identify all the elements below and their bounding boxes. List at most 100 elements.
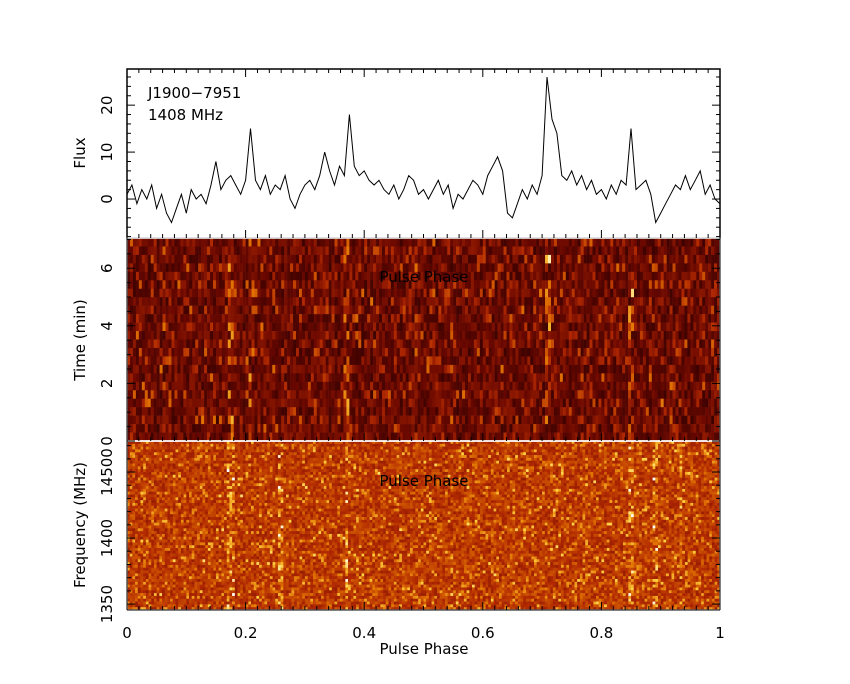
heatmap-cell	[257, 271, 261, 281]
heatmap-cell	[180, 347, 184, 357]
heatmap-cell	[556, 271, 561, 281]
heatmap-cell	[221, 280, 226, 290]
heatmap-cell	[417, 407, 421, 416]
heatmap-cell	[583, 347, 587, 357]
heatmap-cell	[138, 297, 143, 306]
heatmap-cell	[364, 407, 368, 416]
heatmap-cell	[144, 322, 149, 332]
heatmap-cell	[177, 322, 181, 332]
heatmap-cell	[506, 297, 510, 306]
heatmap-cell	[610, 432, 614, 442]
heatmap-cell	[257, 407, 261, 416]
heatmap-cell	[293, 331, 297, 340]
heatmap-cell	[642, 381, 647, 391]
heatmap-cell	[391, 441, 395, 445]
heatmap-cell	[301, 271, 306, 281]
heatmap-cell	[533, 407, 537, 416]
heatmap-cell	[367, 297, 371, 306]
heatmap-cell	[553, 314, 558, 323]
heatmap-cell	[361, 364, 365, 374]
heatmap-cell	[438, 314, 442, 323]
heatmap-cell	[672, 373, 676, 383]
heatmap-cell	[663, 322, 667, 332]
heatmap-cell	[488, 398, 492, 408]
heatmap-cell	[586, 373, 590, 383]
heatmap-cell	[399, 347, 404, 357]
heatmap-cell	[509, 364, 513, 374]
heatmap-cell	[465, 390, 469, 400]
heatmap-cell	[663, 297, 667, 306]
heatmap-cell	[322, 331, 326, 340]
heatmap-cell	[156, 331, 160, 340]
heatmap-cell	[619, 322, 623, 332]
heatmap-cell	[349, 254, 353, 264]
heatmap-cell	[565, 271, 570, 281]
heatmap-cell	[399, 263, 404, 273]
heatmap-cell	[622, 331, 626, 340]
heatmap-cell	[479, 407, 484, 416]
heatmap-cell	[669, 238, 673, 247]
heatmap-cell	[290, 305, 294, 315]
heatmap-cell	[230, 381, 235, 391]
heatmap-cell	[562, 407, 567, 416]
heatmap-cell	[399, 441, 403, 445]
heatmap-cell	[287, 398, 291, 408]
heatmap-cell	[254, 246, 258, 256]
heatmap-cell	[293, 288, 297, 298]
heatmap-cell	[429, 356, 433, 366]
heatmap-cell	[349, 424, 353, 433]
heatmap-cell	[625, 297, 629, 306]
heatmap-cell	[583, 390, 587, 400]
heatmap-cell	[275, 322, 279, 332]
heatmap-cell	[367, 415, 371, 425]
heatmap-cell	[177, 347, 181, 357]
heatmap-cell	[574, 424, 578, 433]
heatmap-cell	[690, 322, 694, 332]
heatmap-cell	[269, 347, 273, 357]
heatmap-cell	[325, 364, 329, 374]
heatmap-cell	[138, 432, 143, 442]
heatmap-cell	[553, 280, 558, 290]
heatmap-cell	[574, 441, 578, 445]
heatmap-cell	[453, 297, 457, 306]
heatmap-cell	[559, 238, 564, 247]
heatmap-cell	[251, 381, 255, 391]
heatmap-cell	[589, 280, 593, 290]
heatmap-cell	[370, 424, 374, 433]
heatmap-cell	[313, 238, 318, 247]
heatmap-cell	[293, 238, 297, 247]
heatmap-cell	[663, 415, 667, 425]
heatmap-cell	[325, 263, 329, 273]
heatmap-cell	[494, 271, 498, 281]
heatmap-cell	[405, 271, 409, 281]
heatmap-cell	[132, 339, 137, 349]
heatmap-cell	[636, 398, 641, 408]
heatmap-cell	[174, 331, 178, 340]
heatmap-cell	[192, 364, 196, 374]
heatmap-cell	[470, 246, 475, 256]
heatmap-cell	[355, 280, 359, 290]
heatmap-cell	[257, 305, 261, 315]
heatmap-cell	[512, 381, 516, 391]
heatmap-cell	[619, 314, 623, 323]
heatmap-cell	[384, 263, 389, 273]
heatmap-cell	[435, 246, 439, 256]
heatmap-cell	[284, 271, 288, 281]
heatmap-cell	[301, 339, 306, 349]
heatmap-cell	[127, 271, 131, 281]
heatmap-cell	[462, 288, 466, 298]
heatmap-cell	[551, 263, 555, 273]
heatmap-cell	[405, 381, 409, 391]
heatmap-cell	[192, 305, 196, 315]
heatmap-cell	[654, 424, 659, 433]
heatmap-cell	[269, 288, 273, 298]
heatmap-cell	[509, 390, 513, 400]
heatmap-cell	[672, 254, 676, 264]
heatmap-cell	[476, 381, 481, 391]
heatmap-cell	[150, 280, 154, 290]
heatmap-cell	[500, 356, 504, 366]
heatmap-cell	[390, 263, 395, 273]
heatmap-cell	[539, 364, 543, 374]
heatmap-cell	[226, 441, 230, 445]
heatmap-cell	[358, 356, 362, 366]
